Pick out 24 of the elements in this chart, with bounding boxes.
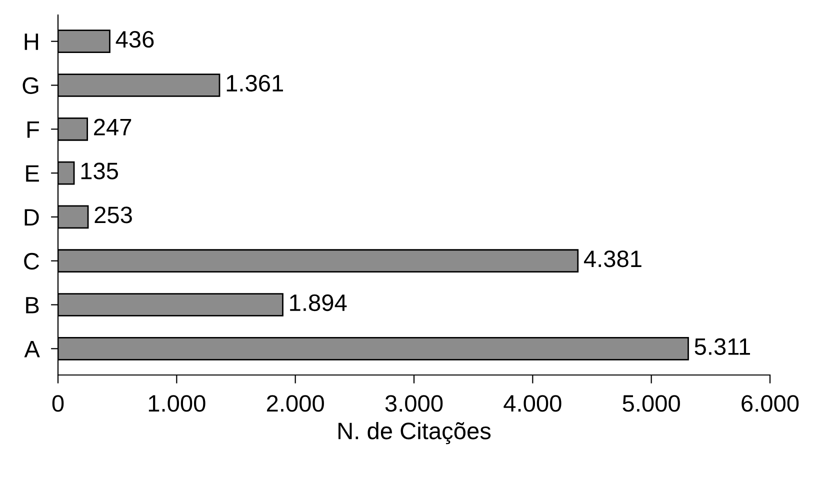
x-tick-label: 1.000: [148, 395, 206, 412]
y-tick-label: B: [26, 297, 39, 314]
y-tick-label: A: [24, 340, 40, 358]
x-tick-label: 3.000: [385, 395, 443, 412]
x-tick-label: 5.000: [622, 395, 680, 412]
data-label: 4.381: [584, 250, 642, 268]
data-label: 135: [81, 162, 118, 180]
data-label: 247: [94, 118, 132, 136]
x-tick-label: 2.000: [266, 395, 324, 412]
data-label: 1.894: [290, 294, 347, 312]
x-tick-label: 4.000: [504, 395, 562, 412]
x-tick-label: 6.000: [742, 395, 799, 412]
y-tick-label: C: [24, 252, 40, 270]
y-tick-label: E: [26, 165, 39, 182]
x-axis-title: N. de Citações: [338, 422, 491, 444]
y-tick-label: G: [22, 77, 38, 94]
y-tick-label: H: [24, 34, 38, 50]
y-tick-label: F: [27, 121, 39, 138]
y-tick-label: D: [24, 209, 39, 226]
data-label: 1.361: [226, 74, 283, 92]
data-label: 253: [94, 206, 132, 224]
data-label: 436: [116, 30, 154, 48]
data-label: 5.311: [694, 338, 750, 355]
x-tick-label: 0: [52, 395, 64, 412]
